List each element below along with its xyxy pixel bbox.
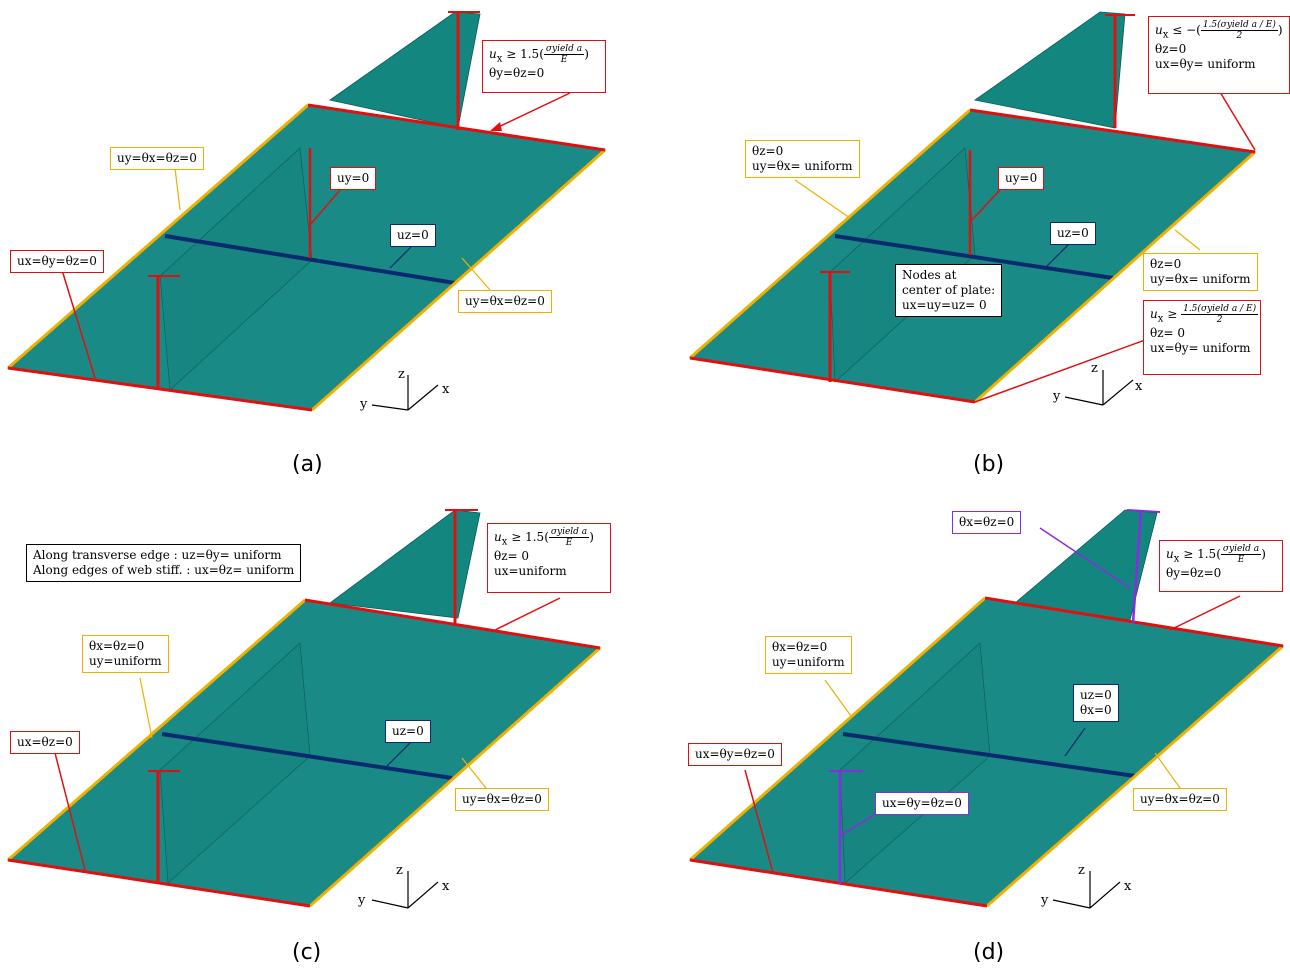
c-left-transverse-box: ux=θz=0 (10, 731, 80, 754)
axis-y-label: y (1040, 893, 1049, 908)
b-top-right-box: ux ≤ −(1.5(σyield a / E) 2) θz=0 ux=θy= u… (1148, 16, 1290, 94)
d-bottom-web-box: ux=θy=θz=0 (875, 792, 969, 815)
panel-c-model: z y x (7, 509, 601, 909)
a-left-transverse-box: ux=θy=θz=0 (10, 250, 104, 273)
axis-x-label: x (442, 382, 450, 397)
caption-b: (b) (973, 452, 1005, 477)
c-left-long-edge-box: θx=θz=0 uy=uniform (82, 635, 169, 673)
axis-y-label: y (1052, 389, 1061, 404)
c-mid-line-box: uz=0 (385, 720, 431, 743)
a-mid-line-box: uz=0 (390, 224, 436, 247)
d-top-web-box: θx=θz=0 (952, 511, 1022, 534)
axis-z-label: z (396, 863, 403, 878)
axis-x-label: x (1135, 379, 1143, 394)
caption-c: (c) (292, 940, 322, 965)
panel-c: z y x Along transverse edge : uz=θy= uni… (0, 488, 645, 976)
panel-a-axes (371, 375, 439, 411)
d-left-long-edge-box: θx=θz=0 uy=uniform (765, 636, 852, 674)
panel-d-axes (1052, 871, 1121, 909)
b-center-nodes-box: Nodes at center of plate: ux=uy=uz= 0 (895, 264, 1003, 317)
panel-d-model: z y x (689, 509, 1284, 909)
c-right-long-edge-box: uy=θx=θz=0 (455, 788, 549, 811)
a-right-long-edge-box: uy=θx=θz=0 (458, 290, 552, 313)
panel-d: z y x θx=θz=0 ux ≥ 1.5(σyield a E) θy=θz=… (645, 488, 1290, 976)
axis-y-label: y (357, 893, 366, 908)
d-top-right-box: ux ≥ 1.5(σyield a E) θy=θz=0 (1159, 540, 1283, 592)
panel-c-axes (371, 871, 439, 909)
b-left-long-edge-box: θz=0 uy=θx= uniform (745, 140, 860, 178)
axis-z-label: z (1078, 863, 1085, 878)
caption-d: (d) (973, 940, 1005, 965)
c-note-box: Along transverse edge : uz=θy= uniform A… (26, 544, 302, 582)
d-left-transverse-box: ux=θy=θz=0 (688, 743, 782, 766)
b-mid-line-box: uz=0 (1050, 222, 1096, 245)
b-right-long-edge-box: θz=0 uy=θx= uniform (1143, 253, 1258, 291)
caption-a: (a) (292, 452, 323, 477)
c-top-right-box: ux ≥ 1.5(σyield a E) θz= 0 ux=uniform (487, 523, 611, 593)
axis-y-label: y (359, 397, 368, 412)
d-mid-line-box: uz=0 θx=0 (1073, 684, 1119, 722)
panel-b-axes (1064, 370, 1134, 406)
a-center-web-box: uy=0 (330, 167, 377, 190)
b-bottom-right-box: ux ≥ 1.5(σyield a / E) 2 θz= 0 ux=θy= uni… (1143, 300, 1261, 375)
d-right-long-edge-box: uy=θx=θz=0 (1133, 788, 1227, 811)
a-left-long-edge-box: uy=θx=θz=0 (110, 147, 204, 170)
axis-z-label: z (1091, 361, 1098, 376)
b-center-web-box: uy=0 (998, 167, 1045, 190)
a-top-right-box: ux ≥ 1.5(σyield a E) θy=θz=0 (482, 40, 606, 93)
panel-a-model: z y x (7, 11, 606, 412)
axis-x-label: x (442, 879, 450, 894)
panel-b: z y x ux ≤ −(1.5(σyield a / E) 2) θz=0 ux… (645, 0, 1290, 488)
axis-x-label: x (1124, 879, 1132, 894)
panel-a: z y x ux ≥ 1.5(σyield a E) θy=θz=0 uy=θx=… (0, 0, 645, 488)
axis-z-label: z (398, 367, 405, 382)
